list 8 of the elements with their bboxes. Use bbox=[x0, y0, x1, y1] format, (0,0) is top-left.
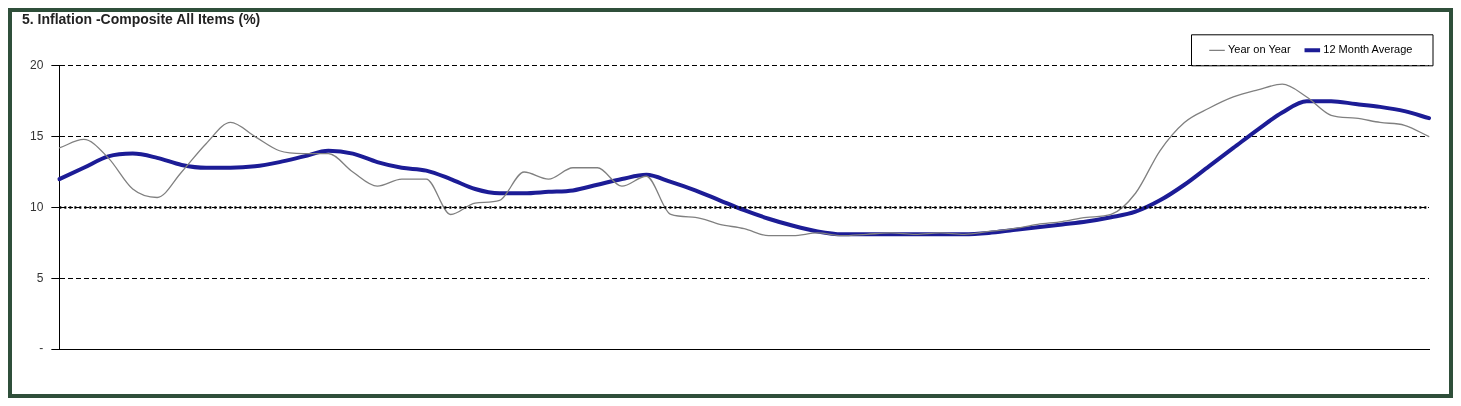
y-tick-label: 20 bbox=[29, 58, 44, 73]
y-tick-label: 15 bbox=[29, 128, 44, 143]
legend-label: Year on Year bbox=[1228, 43, 1291, 56]
legend-label: 12 Month Average bbox=[1323, 43, 1413, 56]
chart-title: 5. Inflation -Composite All Items (%) bbox=[22, 11, 261, 28]
y-tick-label: 10 bbox=[29, 199, 44, 214]
y-tick-label: 5 bbox=[36, 270, 44, 285]
y-tick-label: - bbox=[39, 341, 44, 356]
